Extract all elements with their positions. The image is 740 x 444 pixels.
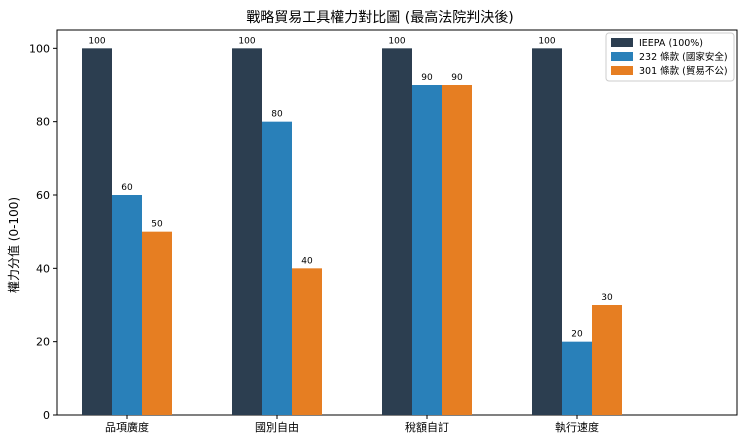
legend-swatch xyxy=(611,52,633,61)
bar xyxy=(382,48,412,415)
legend-box xyxy=(605,32,735,82)
bar-data-label: 100 xyxy=(388,36,405,46)
y-axis-label: 權力分值 (0-100) xyxy=(6,197,21,293)
bar-data-label: 100 xyxy=(88,36,105,46)
bar-data-label: 20 xyxy=(571,330,583,340)
x-tick-label: 國別自由 xyxy=(255,420,299,434)
legend-label: 301 條款 (貿易不公) xyxy=(639,65,728,77)
y-tick-label: 0 xyxy=(43,409,50,422)
bar-data-label: 80 xyxy=(271,110,283,120)
bar-data-label: 90 xyxy=(451,73,463,83)
legend-label: IEEPA (100%) xyxy=(639,38,703,49)
bar-data-label: 40 xyxy=(301,256,313,266)
bar xyxy=(112,195,142,415)
y-tick-label: 100 xyxy=(29,42,50,55)
y-tick-label: 40 xyxy=(36,262,50,275)
chart-title: 戰略貿易工具權力對比圖 (最高法院判決後) xyxy=(246,9,513,26)
bar xyxy=(142,231,172,415)
y-tick-label: 60 xyxy=(36,189,50,202)
x-tick-label: 稅額自訂 xyxy=(405,420,449,434)
y-tick-label: 80 xyxy=(36,116,50,129)
bar xyxy=(262,121,292,416)
bar xyxy=(82,48,112,415)
bar-data-label: 100 xyxy=(538,36,555,46)
plot-area: 0 20 40 60 80 100 品項廣度 100 60 50 國別自由 100 80 40 稅額自訂 10… xyxy=(29,29,738,434)
bar xyxy=(562,341,592,415)
bar-data-label: 30 xyxy=(601,293,613,303)
bar xyxy=(232,48,262,415)
legend: IEEPA (100%) 232 條款 (國家安全) 301 條款 (貿易不公) xyxy=(605,32,735,82)
bar xyxy=(532,48,562,415)
bar xyxy=(592,305,622,415)
bar xyxy=(442,85,472,415)
bar-data-label: 90 xyxy=(421,73,433,83)
x-tick-label: 執行速度 xyxy=(555,420,599,434)
bar-data-label: 100 xyxy=(238,36,255,46)
x-tick-label: 品項廣度 xyxy=(105,420,149,434)
bar xyxy=(412,85,442,415)
bar-data-label: 60 xyxy=(121,183,133,193)
legend-swatch xyxy=(611,38,633,47)
bar-data-label: 50 xyxy=(151,220,163,230)
bar xyxy=(292,268,322,415)
legend-label: 232 條款 (國家安全) xyxy=(639,51,728,63)
y-tick-label: 20 xyxy=(36,336,50,349)
legend-swatch xyxy=(611,66,633,75)
